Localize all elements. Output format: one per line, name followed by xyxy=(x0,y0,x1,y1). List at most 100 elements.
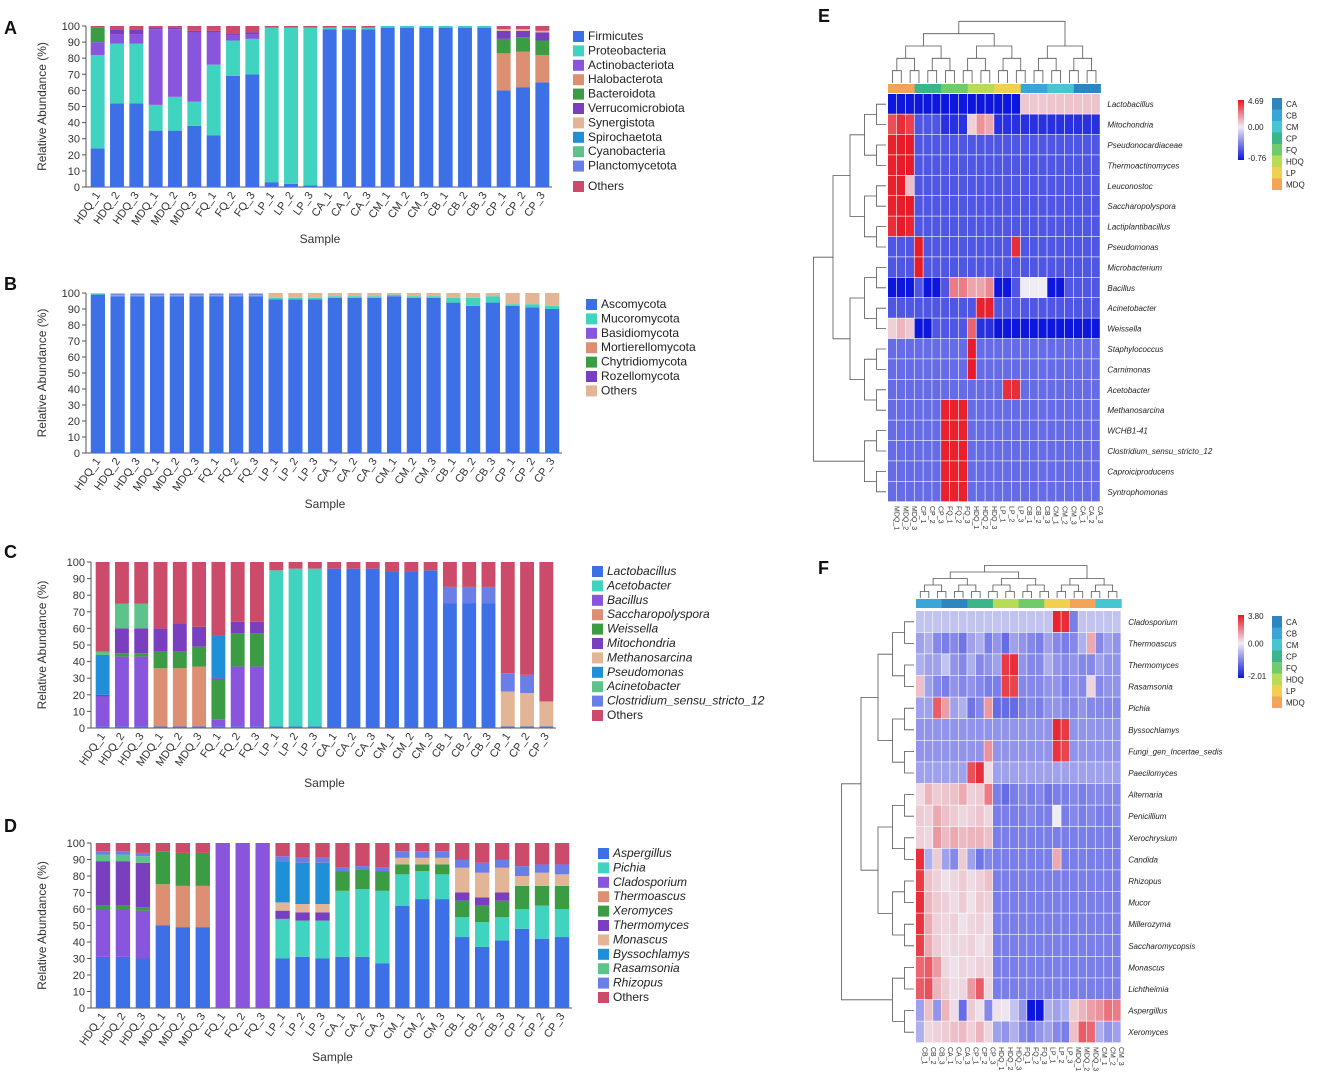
bar-segment xyxy=(135,958,151,1008)
heatmap-cell xyxy=(994,94,1003,114)
heatmap-cell xyxy=(1082,114,1091,135)
legend-swatch xyxy=(598,977,609,989)
heatmap-cell xyxy=(923,134,932,155)
group-strip-cell xyxy=(1044,599,1054,608)
bar-segment xyxy=(475,843,490,863)
heatmap-cell xyxy=(923,379,932,400)
heatmap-cell xyxy=(1018,999,1027,1021)
heatmap-cell xyxy=(1078,956,1087,978)
heatmap-cell xyxy=(967,783,976,805)
heatmap-cell xyxy=(1027,891,1036,913)
heatmap-cell xyxy=(1065,481,1074,502)
column-label: CP_3 xyxy=(989,1047,996,1065)
heatmap-cell xyxy=(949,196,959,216)
heatmap-cell xyxy=(949,359,959,379)
heatmap-cell xyxy=(933,783,942,805)
dendrogram-branch xyxy=(904,621,914,644)
heatmap-cell xyxy=(958,999,967,1021)
row-label: Clostridium_sensu_stricto_12 xyxy=(1107,447,1212,456)
heatmap-cell xyxy=(1011,400,1021,420)
heatmap-cell xyxy=(1112,848,1121,870)
bar-segment xyxy=(115,843,131,852)
heatmap-cell xyxy=(1035,632,1044,654)
heatmap-cell xyxy=(967,891,976,913)
bar-segment xyxy=(250,633,264,667)
heatmap-cell xyxy=(992,719,1001,740)
y-tick-label: 40 xyxy=(68,384,80,396)
bar-segment xyxy=(90,148,105,187)
bar-segment xyxy=(288,568,303,727)
group-legend-swatch xyxy=(1272,155,1282,167)
dendrogram-branch xyxy=(958,20,1066,46)
heatmap-cell xyxy=(1095,870,1104,892)
heatmap-cell xyxy=(1112,632,1121,654)
bar-segment xyxy=(169,294,184,297)
bar-segment xyxy=(135,852,151,857)
bar-segment xyxy=(206,135,221,187)
heatmap-cell xyxy=(967,400,976,420)
heatmap-cell xyxy=(1020,134,1029,155)
bar-segment xyxy=(275,843,290,857)
heatmap-cell xyxy=(1095,1021,1104,1043)
heatmap-cell xyxy=(984,632,993,654)
heatmap-cell xyxy=(1038,400,1047,420)
column-label: CB_3 xyxy=(937,1047,944,1065)
heatmap-cell xyxy=(1010,783,1018,805)
bar-segment xyxy=(355,956,370,1008)
bar-segment xyxy=(255,843,270,1008)
heatmap-cell xyxy=(992,654,1001,676)
heatmap-cell xyxy=(1038,175,1047,196)
bar-segment xyxy=(235,843,250,1008)
heatmap-cell xyxy=(914,175,923,196)
heatmap-cell xyxy=(958,783,967,805)
heatmap-cell xyxy=(1056,338,1065,359)
heatmap-cell xyxy=(1069,632,1078,654)
heatmap-cell xyxy=(905,257,914,277)
group-legend-label: CM xyxy=(1286,123,1299,132)
bar-segment xyxy=(446,302,461,453)
bar-segment xyxy=(387,296,402,453)
group-strip-cell xyxy=(1047,84,1057,93)
heatmap-cell xyxy=(1112,956,1121,978)
row-label: Cladosporium xyxy=(1128,618,1178,627)
bar-segment xyxy=(419,27,434,187)
dendrogram-branch xyxy=(849,297,865,380)
heatmap-cell xyxy=(905,379,914,400)
bar-segment xyxy=(192,646,207,667)
heatmap-cell xyxy=(1112,870,1121,892)
bar-segment xyxy=(295,920,310,957)
heatmap-cell xyxy=(1001,935,1010,956)
bar-segment xyxy=(347,297,362,453)
heatmap-cell xyxy=(1073,175,1083,196)
heatmap-cell xyxy=(984,956,993,978)
bar-segment xyxy=(206,32,221,65)
bar-segment xyxy=(315,857,330,863)
bar-segment xyxy=(494,900,510,918)
bar-segment xyxy=(446,297,461,303)
heatmap-cell xyxy=(905,338,914,359)
bar-segment xyxy=(514,928,530,1008)
heatmap-cell xyxy=(1027,654,1036,676)
heatmap-cell xyxy=(932,216,941,237)
y-tick-label: 80 xyxy=(68,53,80,65)
row-label: Weissella xyxy=(1107,325,1142,334)
dendrogram-branch xyxy=(927,70,938,83)
heatmap-cell xyxy=(967,870,976,892)
heatmap-cell xyxy=(1029,216,1038,237)
heatmap-cell xyxy=(1020,359,1029,379)
heatmap-cell xyxy=(958,1021,967,1043)
heatmap-cell xyxy=(958,978,967,1000)
heatmap-cell xyxy=(905,318,914,339)
bar-segment xyxy=(295,857,310,863)
heatmap-cell xyxy=(1073,400,1083,420)
legend-swatch xyxy=(598,862,609,874)
column-label: FQ_3 xyxy=(1040,1047,1047,1065)
heatmap-cell xyxy=(1010,956,1018,978)
group-strip-cell xyxy=(924,599,934,608)
bar-segment xyxy=(295,843,310,858)
heatmap-cell xyxy=(888,440,897,461)
heatmap-cell xyxy=(888,400,897,420)
y-tick-label: 90 xyxy=(68,304,80,316)
group-strip-cell xyxy=(984,599,994,608)
heatmap-cell xyxy=(958,400,968,420)
